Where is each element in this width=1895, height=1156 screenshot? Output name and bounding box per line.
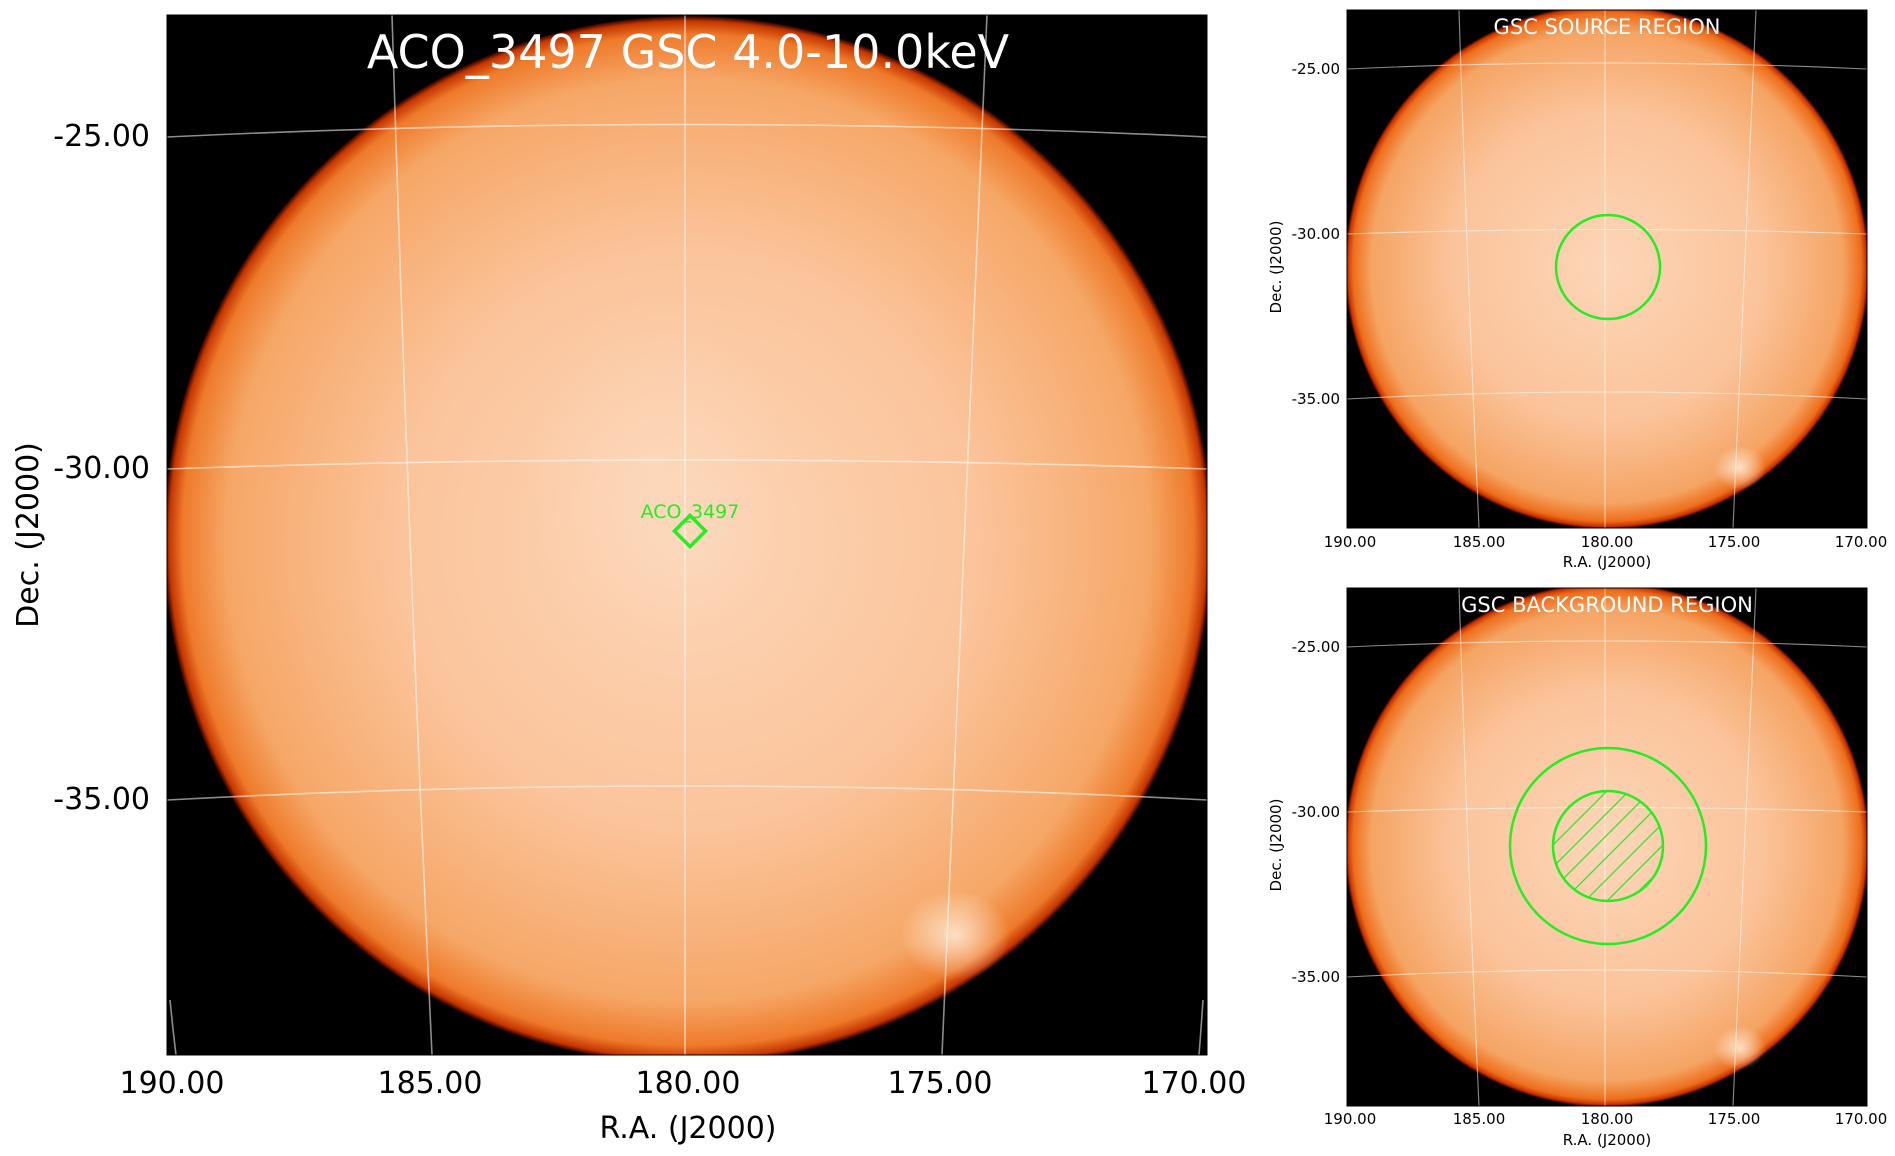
source-xtick-4: 170.00 — [1835, 533, 1888, 551]
background-region-panel: GSC BACKGROUND REGION -25.00 -30.00 -35.… — [1267, 587, 1888, 1149]
main-xtick-0: 190.00 — [120, 1066, 225, 1101]
main-ytick-2: -35.00 — [53, 782, 150, 817]
background-xtick-2: 180.00 — [1581, 1110, 1634, 1128]
background-xtick-1: 185.00 — [1453, 1110, 1506, 1128]
main-x-axis-label: R.A. (J2000) — [600, 1111, 777, 1146]
background-title: GSC BACKGROUND REGION — [1461, 593, 1753, 617]
source-xtick-3: 175.00 — [1708, 533, 1761, 551]
source-xtick-1: 185.00 — [1453, 533, 1506, 551]
background-y-axis-label: Dec. (J2000) — [1267, 799, 1285, 892]
background-x-axis-label: R.A. (J2000) — [1563, 1131, 1652, 1149]
source-extraction-circle — [1554, 213, 1662, 321]
background-frame — [1346, 587, 1868, 1107]
main-y-tick-labels: -25.00 -30.00 -35.00 — [53, 119, 150, 817]
annulus-outer-circle — [1508, 746, 1708, 946]
source-sky-disk — [1347, 10, 1867, 528]
source-region-panel: GSC SOURCE REGION -25.00 -30.00 -35.00 1… — [1267, 9, 1888, 571]
source-ytick-0: -25.00 — [1292, 60, 1340, 78]
main-xtick-3: 175.00 — [888, 1066, 993, 1101]
background-bright-spot — [1714, 1026, 1766, 1070]
source-frame — [1346, 9, 1868, 529]
main-title: ACO_3497 GSC 4.0-10.0keV — [367, 25, 1010, 79]
background-xtick-4: 170.00 — [1835, 1110, 1888, 1128]
background-ytick-2: -35.00 — [1292, 968, 1340, 986]
source-ytick-2: -35.00 — [1292, 390, 1340, 408]
excluded-region-hatch — [1553, 791, 1663, 901]
background-xtick-0: 190.00 — [1324, 1110, 1377, 1128]
source-marker-diamond — [671, 512, 709, 550]
main-ytick-1: -30.00 — [53, 451, 150, 486]
source-xtick-0: 190.00 — [1324, 533, 1377, 551]
background-ytick-0: -25.00 — [1292, 638, 1340, 656]
main-y-axis-label: Dec. (J2000) — [11, 442, 46, 628]
annulus-inner-circle — [1551, 789, 1665, 903]
source-coordinate-grid — [1347, 10, 1867, 528]
source-marker-label: ACO_3497 — [641, 501, 740, 523]
source-x-axis-label: R.A. (J2000) — [1563, 553, 1652, 571]
main-bright-spot — [900, 890, 1010, 980]
main-xtick-4: 170.00 — [1142, 1066, 1247, 1101]
background-xtick-3: 175.00 — [1708, 1110, 1761, 1128]
background-ytick-1: -30.00 — [1292, 803, 1340, 821]
source-y-axis-label: Dec. (J2000) — [1267, 221, 1285, 314]
main-ytick-0: -25.00 — [53, 119, 150, 154]
main-image-panel: ACO_3497 ACO_3497 GSC 4.0-10.0keV -25.00… — [11, 14, 1247, 1146]
main-x-tick-labels: 190.00 185.00 180.00 175.00 170.00 — [120, 1066, 1247, 1101]
source-ytick-1: -30.00 — [1292, 225, 1340, 243]
main-xtick-1: 185.00 — [378, 1066, 483, 1101]
source-bright-spot — [1714, 446, 1766, 490]
source-xtick-2: 180.00 — [1581, 533, 1634, 551]
main-central-glow — [525, 300, 785, 640]
source-title: GSC SOURCE REGION — [1494, 15, 1721, 39]
main-xtick-2: 180.00 — [636, 1066, 741, 1101]
main-frame — [166, 14, 1208, 1056]
